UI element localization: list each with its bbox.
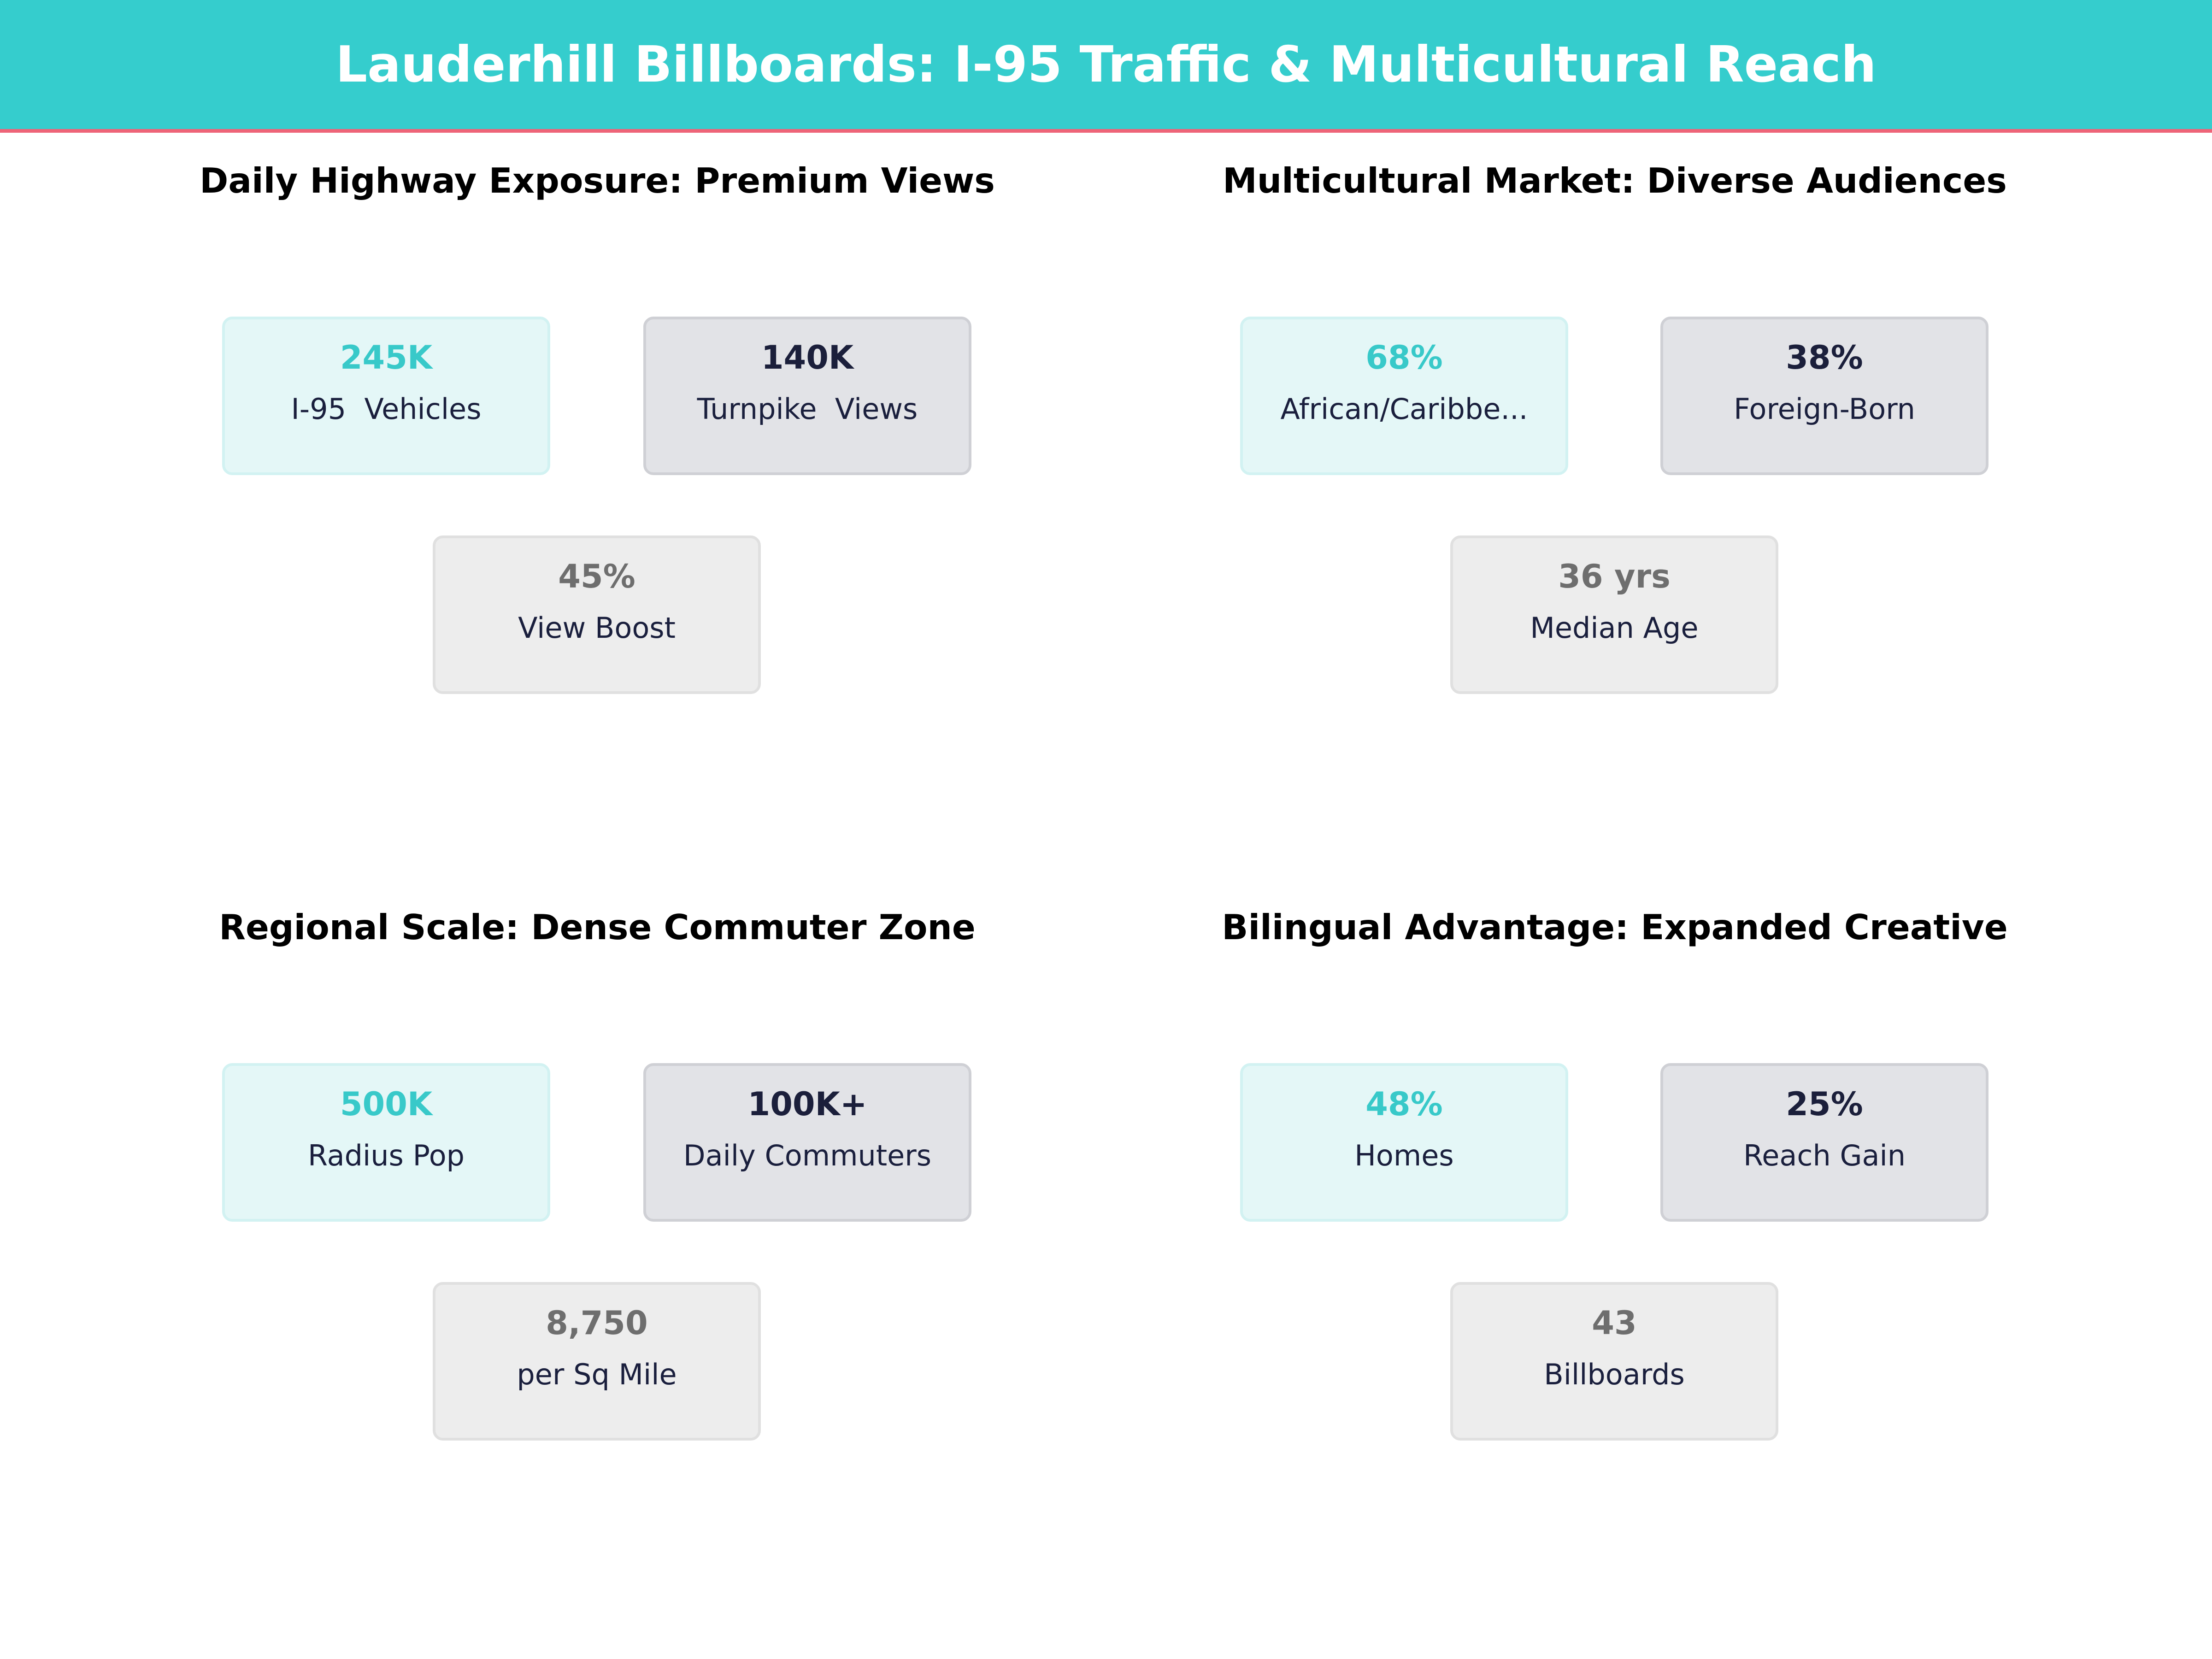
stat-value: 25% (1786, 1085, 1863, 1123)
stat-label: African/Caribbe... (1280, 392, 1528, 426)
header-banner: Lauderhill Billboards: I-95 Traffic & Mu… (0, 0, 2212, 129)
stat-label: Billboards (1544, 1358, 1685, 1391)
stat-card-homes: 48% Homes (1240, 1063, 1568, 1222)
stat-card-african-caribbean: 68% African/Caribbe... (1240, 317, 1568, 475)
stat-label: Radius Pop (307, 1139, 465, 1172)
stat-label: Turnpike Views (697, 392, 918, 426)
stat-label: per Sq Mile (517, 1358, 677, 1391)
stat-label: Daily Commuters (683, 1139, 932, 1172)
stat-card-reach-gain: 25% Reach Gain (1660, 1063, 1988, 1222)
panel-title-bilingual-advantage: Bilingual Advantage: Expanded Creative (1222, 907, 2008, 947)
stat-value: 68% (1365, 339, 1443, 377)
stat-value: 38% (1786, 339, 1863, 377)
stat-label: Reach Gain (1743, 1139, 1906, 1172)
stat-value: 100K+ (747, 1085, 867, 1123)
stat-label: Homes (1354, 1139, 1454, 1172)
stat-card-view-boost: 45% View Boost (433, 535, 761, 694)
panel-title-highway-exposure: Daily Highway Exposure: Premium Views (200, 160, 995, 201)
page-title: Lauderhill Billboards: I-95 Traffic & Mu… (335, 35, 1877, 94)
stat-card-i95-vehicles: 245K I-95 Vehicles (222, 317, 550, 475)
stat-value: 45% (558, 558, 635, 595)
stat-card-radius-pop: 500K Radius Pop (222, 1063, 550, 1222)
stat-label: View Boost (518, 611, 676, 645)
stat-value: 8,750 (546, 1304, 648, 1342)
panel-title-multicultural-market: Multicultural Market: Diverse Audiences (1223, 160, 2007, 201)
stat-card-density: 8,750 per Sq Mile (433, 1282, 761, 1441)
stat-label: Foreign-Born (1734, 392, 1915, 426)
stat-value: 43 (1592, 1304, 1637, 1342)
stat-value: 48% (1365, 1085, 1443, 1123)
panel-title-regional-scale: Regional Scale: Dense Commuter Zone (219, 907, 976, 947)
accent-stripe (0, 129, 2212, 133)
stat-label: I-95 Vehicles (291, 392, 482, 426)
stat-card-foreign-born: 38% Foreign-Born (1660, 317, 1988, 475)
stat-card-turnpike-views: 140K Turnpike Views (643, 317, 971, 475)
stat-value: 140K (761, 339, 854, 377)
stat-card-daily-commuters: 100K+ Daily Commuters (643, 1063, 971, 1222)
stat-label: Median Age (1530, 611, 1699, 645)
stat-value: 500K (340, 1085, 433, 1123)
stat-card-median-age: 36 yrs Median Age (1450, 535, 1778, 694)
stat-card-billboards: 43 Billboards (1450, 1282, 1778, 1441)
stat-value: 36 yrs (1558, 558, 1671, 595)
stat-value: 245K (340, 339, 433, 377)
